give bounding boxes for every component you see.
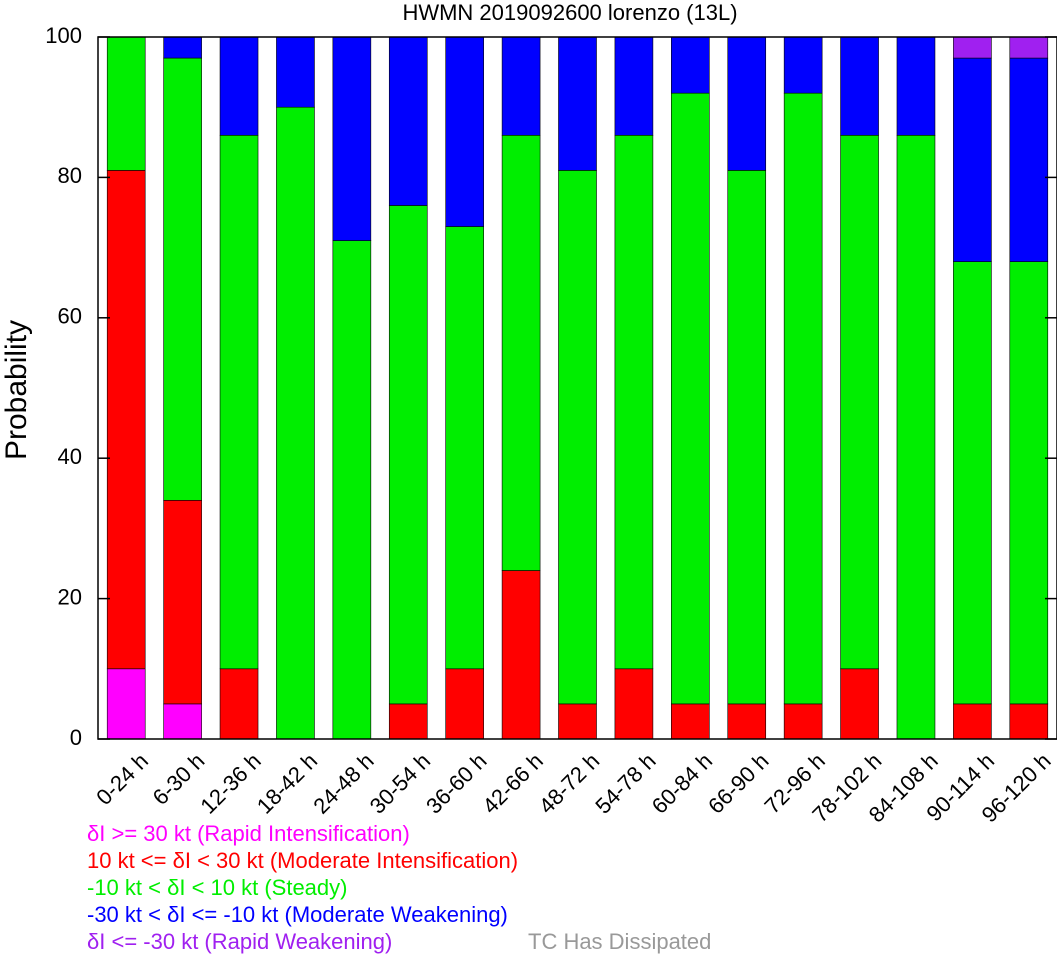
bar-0-24h-series-2 <box>106 36 146 171</box>
bar-18-42h-series-2 <box>276 106 315 740</box>
bar-24-48h-series-3 <box>332 36 372 241</box>
y-tick-label: 100 <box>45 23 82 48</box>
x-tick-label: 24-48 h <box>308 748 378 818</box>
bar-72-96h-series-2 <box>783 92 823 705</box>
bar-12-36h-series-2 <box>219 134 259 670</box>
bar-12-36h-series-1 <box>219 668 259 740</box>
x-tick-label: 66-90 h <box>703 748 773 818</box>
bar-84-108h-series-2 <box>896 134 936 740</box>
bar-18-42h-series-3 <box>276 36 315 108</box>
bar-54-78h-series-1 <box>614 668 654 740</box>
bar-42-66h-series-2 <box>501 134 541 571</box>
bar-6-30h-series-0 <box>163 703 202 740</box>
bar-90-114h-series-2 <box>953 261 992 705</box>
x-tick-label: 0-24 h <box>91 748 153 810</box>
bar-72-96h-series-3 <box>783 36 823 94</box>
bar-90-114h-series-4 <box>953 36 992 59</box>
bar-96-120h-series-1 <box>1009 703 1049 740</box>
y-tick-label: 60 <box>58 304 82 329</box>
bar-12-36h-series-3 <box>219 36 259 136</box>
legend-entry-moderate-weakening: -30 kt < δI <= -10 kt (Moderate Weakenin… <box>87 902 508 927</box>
bar-36-60h-series-3 <box>445 36 484 227</box>
x-tick-label: 54-78 h <box>590 748 660 818</box>
legend-entry-tc-dissipated: TC Has Dissipated <box>528 929 712 954</box>
bar-78-102h-series-1 <box>840 668 879 740</box>
y-axis-label: Probability <box>0 320 33 460</box>
bar-78-102h-series-2 <box>840 134 879 670</box>
x-tick-label: 12-36 h <box>195 748 265 818</box>
bar-24-48h-series-2 <box>332 240 372 740</box>
bar-96-120h-series-3 <box>1009 57 1049 262</box>
legend-entry-rapid-intensification: δI >= 30 kt (Rapid Intensification) <box>87 821 410 846</box>
bar-36-60h-series-1 <box>445 668 484 740</box>
bar-30-54h-series-3 <box>388 36 428 206</box>
bar-84-108h-series-3 <box>896 36 936 136</box>
bar-54-78h-series-3 <box>614 36 654 136</box>
bar-30-54h-series-1 <box>388 703 428 740</box>
bar-72-96h-series-1 <box>783 703 823 740</box>
bar-90-114h-series-1 <box>953 703 992 740</box>
bar-6-30h-series-3 <box>163 36 202 59</box>
chart-title: HWMN 2019092600 lorenzo (13L) <box>402 0 737 25</box>
x-tick-label: 36-60 h <box>421 748 491 818</box>
bar-60-84h-series-2 <box>671 92 710 705</box>
y-tick-label: 80 <box>58 163 82 188</box>
bar-66-90h-series-1 <box>727 703 767 740</box>
bar-0-24h-series-0 <box>106 668 146 740</box>
x-tick-label: 48-72 h <box>534 748 604 818</box>
y-tick-label: 0 <box>70 725 82 750</box>
bar-78-102h-series-3 <box>840 36 879 136</box>
x-tick-label: 42-66 h <box>478 748 548 818</box>
bar-90-114h-series-3 <box>953 57 992 262</box>
bar-36-60h-series-2 <box>445 226 484 670</box>
y-tick-label: 40 <box>58 444 82 469</box>
bar-42-66h-series-3 <box>501 36 541 136</box>
bar-48-72h-series-3 <box>558 36 597 171</box>
bar-54-78h-series-2 <box>614 134 654 670</box>
bar-48-72h-series-1 <box>558 703 597 740</box>
bar-60-84h-series-1 <box>671 703 710 740</box>
x-tick-label: 60-84 h <box>647 748 717 818</box>
legend-entry-rapid-weakening: δI <= -30 kt (Rapid Weakening) <box>87 929 393 954</box>
legend: δI >= 30 kt (Rapid Intensification) 10 k… <box>87 820 711 955</box>
legend-entry-steady: -10 kt < δI < 10 kt (Steady) <box>87 875 348 900</box>
bar-48-72h-series-2 <box>558 170 597 705</box>
x-tick-label: 18-42 h <box>252 748 322 818</box>
bar-6-30h-series-2 <box>163 57 202 501</box>
bar-30-54h-series-2 <box>388 205 428 705</box>
legend-entry-moderate-intensification: 10 kt <= δI < 30 kt (Moderate Intensific… <box>87 848 519 873</box>
x-tick-label: 30-54 h <box>365 748 435 818</box>
plot-frame <box>97 36 1057 740</box>
y-tick-label: 20 <box>58 584 82 609</box>
bar-60-84h-series-3 <box>671 36 710 94</box>
bar-6-30h-series-1 <box>163 500 202 705</box>
bar-96-120h-series-4 <box>1009 36 1049 59</box>
bar-0-24h-series-1 <box>106 170 146 670</box>
bar-96-120h-series-2 <box>1009 261 1049 705</box>
bar-66-90h-series-3 <box>727 36 767 171</box>
bars-group <box>106 36 1049 740</box>
bar-42-66h-series-1 <box>501 570 541 740</box>
bar-66-90h-series-2 <box>727 170 767 705</box>
